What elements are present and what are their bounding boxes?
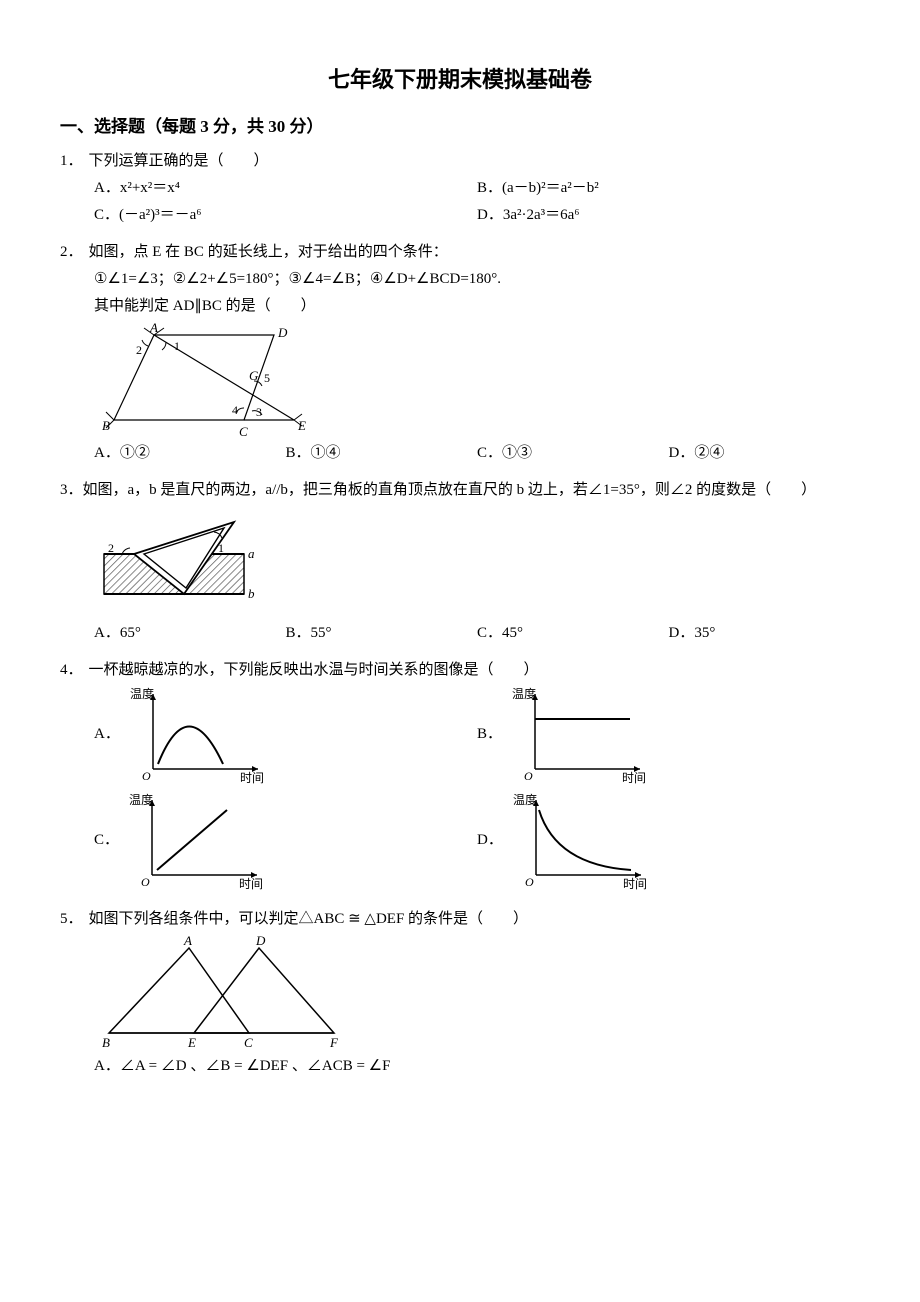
svg-text:温度: 温度	[513, 792, 537, 807]
svg-text:温度: 温度	[129, 792, 153, 807]
q3-figure: 1 2 a b	[60, 512, 860, 612]
svg-text:温度: 温度	[130, 686, 154, 701]
q1-option-a: A．x²+x²＝x⁴	[94, 175, 477, 202]
q2-ask: 其中能判定 AD∥BC 的是（ ）	[60, 293, 860, 320]
svg-text:C: C	[239, 424, 248, 439]
svg-text:b: b	[248, 586, 255, 601]
q4-option-a: A． 温度 时间 O	[94, 684, 477, 784]
svg-text:O: O	[141, 875, 150, 889]
svg-text:时间: 时间	[240, 771, 264, 784]
q2-conditions: ①∠1=∠3；②∠2+∠5=180°；③∠4=∠B；④∠D+∠BCD=180°.	[60, 266, 860, 293]
q1-stem: 下列运算正确的是（ ）	[89, 148, 269, 175]
q1-option-d: D．3a²·2a³＝6a⁶	[477, 202, 860, 229]
svg-text:A: A	[149, 320, 158, 335]
q2-option-c: C．①③	[477, 440, 669, 467]
question-2: 2． 如图，点 E 在 BC 的延长线上，对于给出的四个条件： ①∠1=∠3；②…	[60, 239, 860, 467]
svg-text:E: E	[187, 1035, 196, 1050]
question-1: 1． 下列运算正确的是（ ） A．x²+x²＝x⁴ B．(a－b)²＝a²－b²…	[60, 148, 860, 229]
question-5: 5． 如图下列各组条件中，可以判定△ABC ≅ △DEF 的条件是（ ） A D…	[60, 906, 860, 1080]
svg-text:B: B	[102, 1035, 110, 1050]
svg-text:时间: 时间	[239, 877, 263, 890]
q1-option-c: C．(－a²)³＝－a⁶	[94, 202, 477, 229]
svg-text:a: a	[248, 546, 255, 561]
svg-text:1: 1	[174, 339, 180, 353]
question-4: 4． 一杯越晾越凉的水，下列能反映出水温与时间关系的图像是（ ） A． 温度 时…	[60, 657, 860, 896]
svg-text:1: 1	[218, 541, 224, 555]
svg-text:温度: 温度	[512, 686, 536, 701]
q3-option-a: A．65°	[94, 620, 286, 647]
svg-text:时间: 时间	[623, 877, 647, 890]
svg-text:5: 5	[264, 371, 270, 385]
svg-text:B: B	[102, 418, 110, 433]
q3-option-d: D．35°	[669, 620, 861, 647]
svg-text:4: 4	[232, 403, 238, 417]
svg-text:O: O	[524, 769, 533, 783]
section-1-heading: 一、选择题（每题 3 分，共 30 分）	[60, 112, 860, 143]
q2-stem: 如图，点 E 在 BC 的延长线上，对于给出的四个条件：	[89, 239, 448, 266]
q2-option-d: D．②④	[669, 440, 861, 467]
svg-text:E: E	[297, 418, 306, 433]
q3-option-c: C．45°	[477, 620, 669, 647]
q4-option-d: D． 温度 时间 O	[477, 790, 860, 890]
q5-figure: A D B E C F	[60, 933, 860, 1053]
svg-text:D: D	[277, 325, 288, 340]
q5-number: 5．	[60, 906, 83, 933]
q4-stem: 一杯越晾越凉的水，下列能反映出水温与时间关系的图像是（ ）	[89, 657, 539, 684]
svg-text:C: C	[244, 1035, 253, 1050]
svg-text:2: 2	[108, 541, 114, 555]
q3-number: 3．	[60, 482, 83, 498]
q5-option-a: A．∠A = ∠D 、∠B = ∠DEF 、∠ACB = ∠F	[60, 1053, 860, 1080]
q4-option-b: B． 温度 时间 O	[477, 684, 860, 784]
page-title: 七年级下册期末模拟基础卷	[60, 60, 860, 100]
svg-text:O: O	[525, 875, 534, 889]
svg-text:D: D	[255, 933, 266, 948]
svg-text:3: 3	[256, 405, 262, 419]
q5-stem: 如图下列各组条件中，可以判定△ABC ≅ △DEF 的条件是（ ）	[89, 906, 529, 933]
q1-option-b: B．(a－b)²＝a²－b²	[477, 175, 860, 202]
q4-number: 4．	[60, 657, 83, 684]
svg-text:O: O	[142, 769, 151, 783]
q1-number: 1．	[60, 148, 83, 175]
q4-option-c: C． 温度 时间 O	[94, 790, 477, 890]
q3-option-b: B．55°	[286, 620, 478, 647]
svg-text:时间: 时间	[622, 771, 646, 784]
question-3: 3．如图，a，b 是直尺的两边，a//b，把三角板的直角顶点放在直尺的 b 边上…	[60, 477, 860, 647]
q2-option-a: A．①②	[94, 440, 286, 467]
svg-text:2: 2	[136, 343, 142, 357]
q2-option-b: B．①④	[286, 440, 478, 467]
q3-stem: 如图，a，b 是直尺的两边，a//b，把三角板的直角顶点放在直尺的 b 边上，若…	[83, 482, 817, 498]
svg-text:A: A	[183, 933, 192, 948]
q2-number: 2．	[60, 239, 83, 266]
svg-text:F: F	[329, 1035, 339, 1050]
q2-figure: A D B C E G 1 2 5 3 4	[60, 320, 860, 440]
